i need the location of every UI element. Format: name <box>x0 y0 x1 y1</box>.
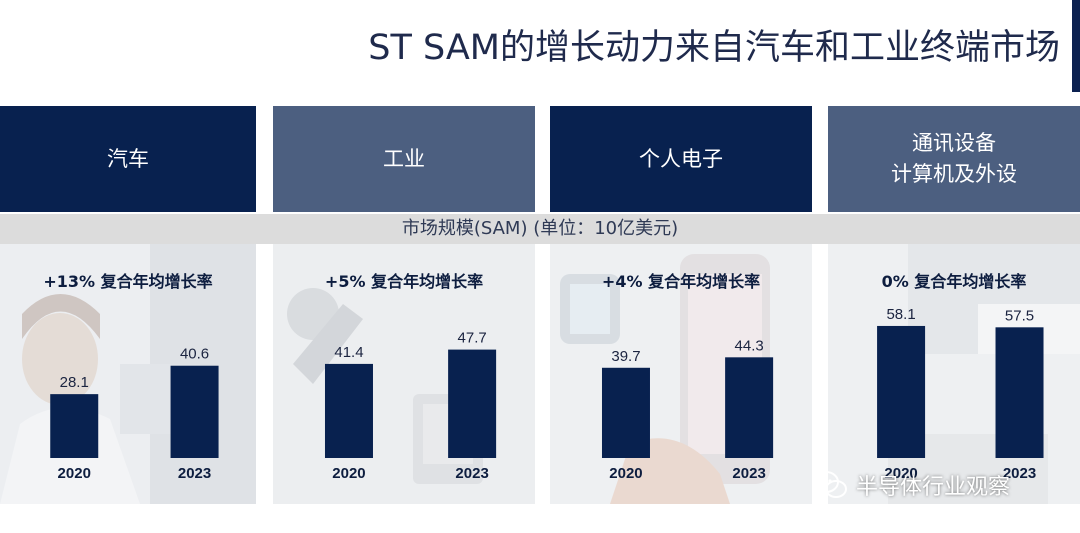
cagr-label: +5% 复合年均增长率 <box>324 272 484 291</box>
market-header-automotive: 汽车 <box>0 106 256 212</box>
cagr-label: 0% 复合年均增长率 <box>881 272 1027 291</box>
bar-2023 <box>725 357 774 458</box>
chart-panel-industrial: +5% 复合年均增长率 41.4 2020 47.7 2023 <box>273 244 535 504</box>
data-label: 41.4 <box>334 344 363 361</box>
bar-2020 <box>877 325 926 458</box>
market-header-communications-computers: 通讯设备 计算机及外设 <box>828 106 1080 212</box>
sam-unit-band: 市场规模(SAM) (单位：10亿美元) <box>0 214 1080 244</box>
chart-panel-personal-electronics: +4% 复合年均增长率 39.7 2020 44.3 2023 <box>550 244 812 504</box>
x-tick-label: 2020 <box>58 465 91 482</box>
market-header-label-line2: 计算机及外设 <box>891 162 1017 186</box>
market-header-label: 汽车 <box>107 146 149 171</box>
data-label: 39.7 <box>611 348 640 365</box>
cagr-label: +4% 复合年均增长率 <box>601 272 761 291</box>
data-label: 40.6 <box>180 346 209 363</box>
market-header-label-line1: 通讯设备 <box>912 131 996 155</box>
bar-2023 <box>448 349 497 458</box>
bar-2020 <box>324 363 373 458</box>
market-header-label: 工业 <box>383 146 425 171</box>
data-label: 44.3 <box>735 337 764 354</box>
bar-chart-industrial: 41.4 2020 47.7 2023 <box>324 330 497 482</box>
data-label: 47.7 <box>458 330 487 347</box>
x-tick-label: 2020 <box>609 465 642 482</box>
page-title: ST SAM的增长动力来自汽车和工业终端市场 <box>368 28 1060 68</box>
market-header-industrial: 工业 <box>273 106 535 212</box>
chart-panel-communications-computers: 0% 复合年均增长率 58.1 2020 57.5 2023 <box>828 244 1080 504</box>
bar-chart-automotive: 28.1 2020 40.6 2023 <box>50 346 219 482</box>
data-label: 57.5 <box>1005 307 1034 324</box>
cagr-label: +13% 复合年均增长率 <box>43 272 213 291</box>
bar-2023 <box>995 327 1044 458</box>
x-tick-label: 2023 <box>1003 465 1036 482</box>
market-header-label: 个人电子 <box>639 146 723 171</box>
bar-chart-personal-electronics: 39.7 2020 44.3 2023 <box>601 337 774 482</box>
x-tick-label: 2023 <box>732 465 765 482</box>
edge-accent-bar <box>1072 0 1080 92</box>
bar-2020 <box>50 394 99 458</box>
watermark: 半导体行业观察 <box>812 469 1010 501</box>
bar-2020 <box>601 367 650 458</box>
data-label: 28.1 <box>60 374 89 391</box>
watermark-text: 半导体行业观察 <box>856 475 1011 500</box>
x-tick-label: 2020 <box>332 465 365 482</box>
data-label: 58.1 <box>886 306 915 323</box>
x-tick-label: 2023 <box>178 465 211 482</box>
bar-2023 <box>170 365 219 458</box>
bar-chart-communications-computers: 58.1 2020 57.5 2023 <box>877 306 1044 482</box>
x-tick-label: 2023 <box>455 465 488 482</box>
market-header-personal-electronics: 个人电子 <box>550 106 812 212</box>
wechat-icon <box>813 471 847 498</box>
x-tick-label: 2020 <box>884 465 917 482</box>
chart-panel-automotive: +13% 复合年均增长率 28.1 2020 40.6 2023 <box>0 244 256 504</box>
